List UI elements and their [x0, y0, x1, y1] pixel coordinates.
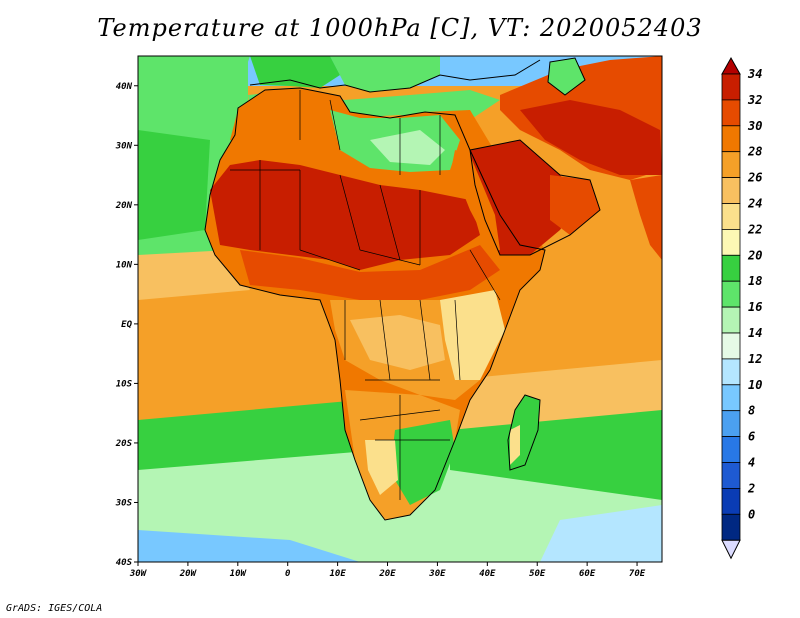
colorbar-over-triangle	[721, 56, 741, 75]
colorbar-label: 10	[748, 378, 762, 392]
colorbar-swatch	[721, 487, 741, 515]
colorbar-label: 22	[747, 222, 762, 236]
longitude-axis: 30W 20W 10W 0 10E 20E 30E 40E 50E 60E 70E	[129, 562, 646, 579]
colorbar-label: 28	[747, 145, 762, 159]
lon-tick-label: 10E	[329, 569, 346, 579]
black-sea-region	[440, 56, 520, 80]
congo-basin	[350, 315, 445, 370]
lon-tick-label: 60E	[579, 569, 596, 579]
ocean-southwest-blue	[138, 530, 360, 562]
iran-hot	[520, 100, 662, 175]
colorbar-label: 20	[747, 248, 762, 262]
grads-credit: GrADS: IGES/COLA	[6, 603, 103, 614]
colorbar-swatch	[721, 177, 741, 204]
ocean-southeast-blue	[540, 505, 662, 562]
latitude-axis: 40N 30N 20N 10N EQ 10S 20S 30S 40S	[115, 82, 138, 568]
lon-tick-label: 50E	[529, 569, 546, 579]
colorbar-swatch	[721, 410, 741, 438]
map-title: Temperature at 1000hPa [C], VT: 20200524…	[97, 14, 703, 42]
colorbar-label: 18	[748, 274, 762, 288]
lat-tick-label: EQ	[121, 320, 132, 330]
lon-tick-label: 40E	[479, 569, 496, 579]
colorbar-label: 30	[747, 119, 762, 133]
colorbar-swatch	[721, 203, 741, 230]
ocean-atlantic-green	[138, 130, 210, 240]
lat-tick-label: 10N	[116, 260, 133, 270]
colorbar-label: 24	[747, 197, 762, 211]
east-africa-yellow	[440, 290, 505, 380]
sahara-hot-core	[210, 160, 480, 270]
map-frame	[137, 55, 663, 563]
europe-east	[330, 56, 440, 92]
arabia-coastline	[469, 139, 601, 256]
colorbar-swatch	[721, 125, 741, 153]
lat-tick-label: 40N	[116, 82, 133, 92]
lat-tick-label: 10S	[116, 379, 133, 389]
colorbar-swatch	[721, 384, 741, 412]
lat-tick-label: 30S	[115, 498, 133, 508]
africa-coastline	[204, 87, 546, 521]
lat-tick-label: 20N	[115, 201, 133, 211]
lat-tick-label: 40S	[116, 558, 133, 568]
ocean-guinea-warm	[138, 300, 345, 420]
colorbar-label: 12	[748, 352, 762, 366]
colorbar-swatch	[721, 280, 741, 308]
colorbar-label: 14	[748, 326, 762, 340]
colorbar-label: 0	[748, 507, 755, 521]
north-africa-band	[230, 92, 330, 145]
madagascar-west	[510, 425, 520, 465]
colorbar-swatch	[721, 462, 741, 489]
ocean-indian-yellow	[450, 360, 662, 430]
madagascar-coastline	[507, 394, 541, 471]
kalahari-yellow	[365, 440, 398, 495]
lat-tick-label: 20S	[115, 439, 133, 449]
colorbar-label: 26	[747, 171, 762, 185]
lon-tick-label: 30W	[129, 569, 148, 579]
colorbar-under-triangle	[721, 539, 741, 560]
lon-tick-label: 10W	[230, 569, 248, 579]
colorbar-swatch	[721, 99, 741, 127]
colorbar-label: 6	[748, 430, 755, 444]
colorbar-label: 8	[748, 404, 755, 418]
caspian-coast	[547, 57, 586, 96]
lon-tick-label: 20E	[378, 569, 396, 579]
colorbar-label: 16	[748, 300, 762, 314]
sahel-warm	[240, 245, 500, 300]
lon-tick-label: 20W	[179, 569, 198, 579]
lon-tick-label: 30E	[428, 569, 446, 579]
map-field	[138, 56, 662, 562]
lat-tick-label: 30N	[115, 141, 133, 151]
colorbar-label: 2	[747, 481, 755, 495]
colorbar-label: 32	[747, 93, 762, 107]
colorbar-swatch	[721, 332, 741, 360]
colorbar-swatch	[721, 73, 741, 101]
india-edge	[630, 175, 662, 260]
colorbar-label: 34	[747, 67, 762, 81]
europe-coast	[249, 59, 541, 93]
colorbar-swatch	[721, 306, 741, 334]
colorbar-swatch	[721, 358, 741, 386]
colorbar-swatch	[721, 228, 741, 256]
lon-tick-label: 0	[285, 569, 291, 579]
southern-europe	[250, 56, 340, 88]
south-africa-green	[392, 420, 455, 505]
colorbar-swatch	[721, 151, 741, 178]
colorbar-label: 4	[748, 456, 755, 470]
egypt-light	[370, 130, 445, 165]
colorbar-swatch	[721, 436, 741, 463]
colorbar-swatch	[721, 513, 741, 541]
lon-tick-label: 70E	[629, 569, 646, 579]
coastlines	[204, 57, 601, 521]
colorbar-swatch	[721, 254, 741, 282]
caspian-sea	[548, 58, 585, 95]
border-lines	[230, 90, 501, 500]
